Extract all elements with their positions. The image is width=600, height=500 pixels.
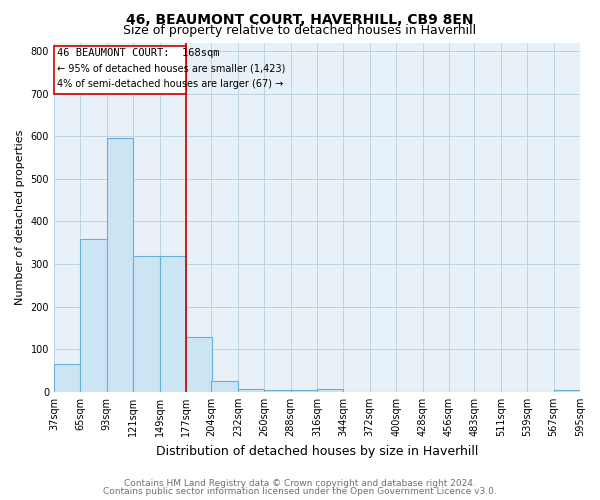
Bar — [238, 388, 264, 392]
Bar — [554, 390, 580, 392]
Text: ← 95% of detached houses are smaller (1,423): ← 95% of detached houses are smaller (1,… — [57, 64, 285, 74]
Bar — [264, 390, 290, 392]
Bar — [133, 256, 160, 392]
Bar — [290, 390, 317, 392]
X-axis label: Distribution of detached houses by size in Haverhill: Distribution of detached houses by size … — [156, 444, 478, 458]
Text: Size of property relative to detached houses in Haverhill: Size of property relative to detached ho… — [124, 24, 476, 37]
Bar — [186, 336, 212, 392]
Text: 46 BEAUMONT COURT:  168sqm: 46 BEAUMONT COURT: 168sqm — [57, 48, 219, 58]
FancyBboxPatch shape — [54, 46, 186, 94]
Bar — [80, 240, 107, 392]
Bar — [107, 138, 133, 392]
Bar — [160, 256, 186, 392]
Bar — [317, 390, 343, 392]
Y-axis label: Number of detached properties: Number of detached properties — [15, 130, 25, 305]
Text: 46, BEAUMONT COURT, HAVERHILL, CB9 8EN: 46, BEAUMONT COURT, HAVERHILL, CB9 8EN — [126, 12, 474, 26]
Text: 4% of semi-detached houses are larger (67) →: 4% of semi-detached houses are larger (6… — [57, 79, 283, 89]
Bar — [211, 382, 238, 392]
Text: Contains public sector information licensed under the Open Government Licence v3: Contains public sector information licen… — [103, 487, 497, 496]
Bar — [54, 364, 80, 392]
Text: Contains HM Land Registry data © Crown copyright and database right 2024.: Contains HM Land Registry data © Crown c… — [124, 478, 476, 488]
